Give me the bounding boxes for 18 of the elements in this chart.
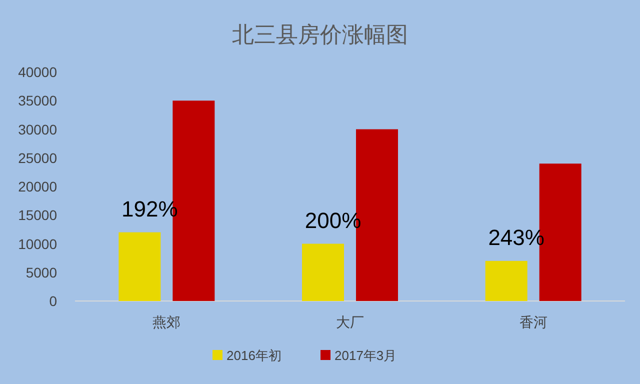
y-tick-label: 40000 [18, 64, 58, 80]
bar [302, 244, 344, 301]
y-tick-label: 35000 [18, 92, 58, 109]
y-tick-label: 10000 [18, 236, 58, 252]
y-tick-label: 30000 [18, 121, 58, 138]
legend-label: 2016年初 [226, 348, 282, 363]
y-tick-label: 0 [49, 293, 58, 309]
bar [485, 260, 528, 301]
y-tick-label: 25000 [18, 150, 58, 166]
x-tick-label: 大厂 [336, 314, 364, 330]
x-tick-label: 燕郊 [152, 314, 181, 330]
y-tick-label: 5000 [26, 264, 58, 280]
y-tick-label: 20000 [18, 178, 58, 194]
bar [118, 232, 161, 301]
chart-title: 北三县房价涨幅图 [232, 22, 408, 47]
x-tick-label: 香河 [519, 314, 548, 330]
legend-label: 2017年3月 [334, 348, 397, 363]
y-tick-label: 15000 [18, 207, 58, 224]
